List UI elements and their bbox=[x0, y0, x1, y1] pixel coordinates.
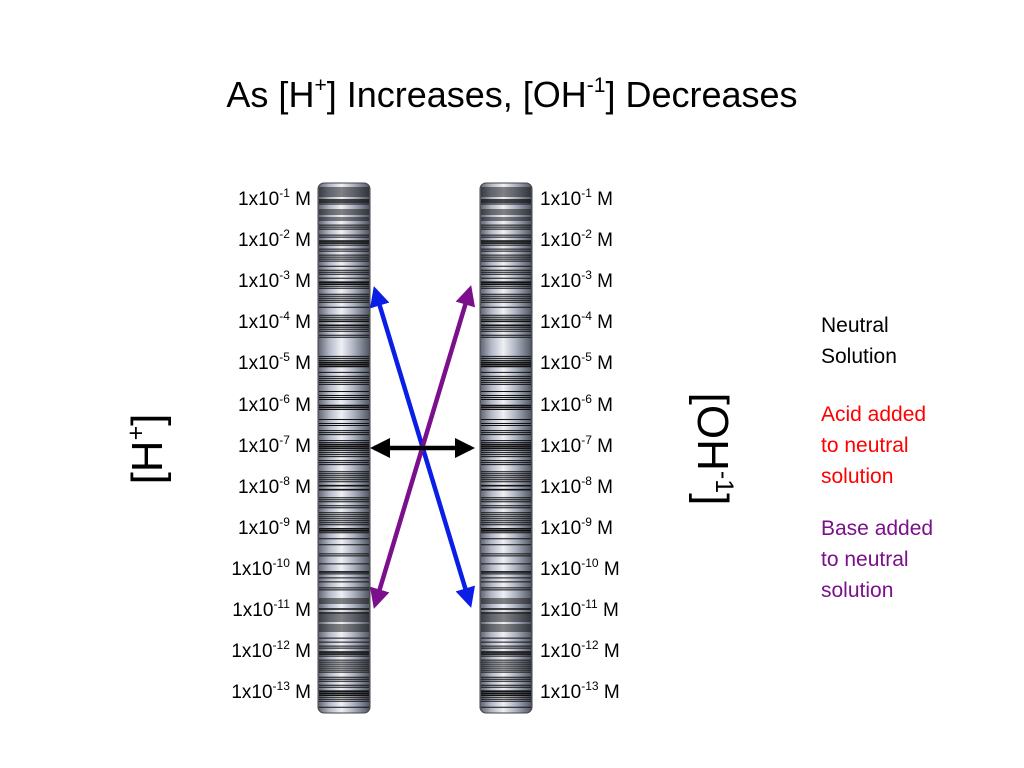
oh-scale-label: 1x10-9 M bbox=[540, 514, 613, 539]
h-column-stripes bbox=[319, 187, 369, 708]
oh-scale-label: 1x10-1 M bbox=[540, 186, 613, 210]
oh-concentration-column bbox=[479, 182, 533, 714]
oh-scale-label: 1x10-3 M bbox=[540, 268, 613, 293]
h-scale-label: 1x10-7 M bbox=[238, 432, 311, 457]
oh-column-stripes bbox=[481, 187, 531, 708]
oh-scale-label: 1x10-12 M bbox=[540, 638, 620, 663]
oh-scale-label: 1x10-8 M bbox=[540, 473, 613, 498]
h-scale-label: 1x10-4 M bbox=[238, 309, 311, 334]
h-scale-label: 1x10-5 M bbox=[238, 350, 311, 375]
h-scale-label: 1x10-1 M bbox=[238, 186, 311, 210]
legend-neutral-solution: Neutral Solution bbox=[821, 314, 897, 368]
legend-base-added: Base added to neutral solution bbox=[821, 517, 934, 602]
oh-scale-label: 1x10-10 M bbox=[540, 555, 620, 580]
h-scale-label: 1x10-2 M bbox=[238, 227, 311, 252]
oh-scale-label: 1x10-7 M bbox=[540, 432, 613, 457]
h-scale-label: 1x10-6 M bbox=[238, 391, 311, 416]
oh-scale-label: 1x10-6 M bbox=[540, 391, 613, 416]
oh-scale-label: 1x10-13 M bbox=[540, 679, 620, 704]
h-scale-label: 1x10-8 M bbox=[238, 473, 311, 498]
h-scale-label: 1x10-10 M bbox=[231, 555, 311, 580]
h-scale-label: 1x10-11 M bbox=[232, 597, 311, 621]
h-scale-label: 1x10-3 M bbox=[238, 268, 311, 293]
h-scale-label: 1x10-13 M bbox=[231, 679, 311, 704]
h-scale-label: 1x10-12 M bbox=[231, 638, 311, 663]
oh-scale-label: 1x10-11 M bbox=[540, 597, 619, 621]
oh-scale-label: 1x10-2 M bbox=[540, 227, 613, 252]
h-scale-label: 1x10-9 M bbox=[238, 514, 311, 539]
page-title: As [H+] Increases, [OH-1] Decreases bbox=[226, 74, 798, 115]
oh-scale-label: 1x10-5 M bbox=[540, 350, 613, 375]
legend-acid-added: Acid added to neutral solution bbox=[821, 403, 927, 488]
h-concentration-column bbox=[317, 182, 371, 714]
oh-scale-label: 1x10-4 M bbox=[540, 309, 613, 334]
